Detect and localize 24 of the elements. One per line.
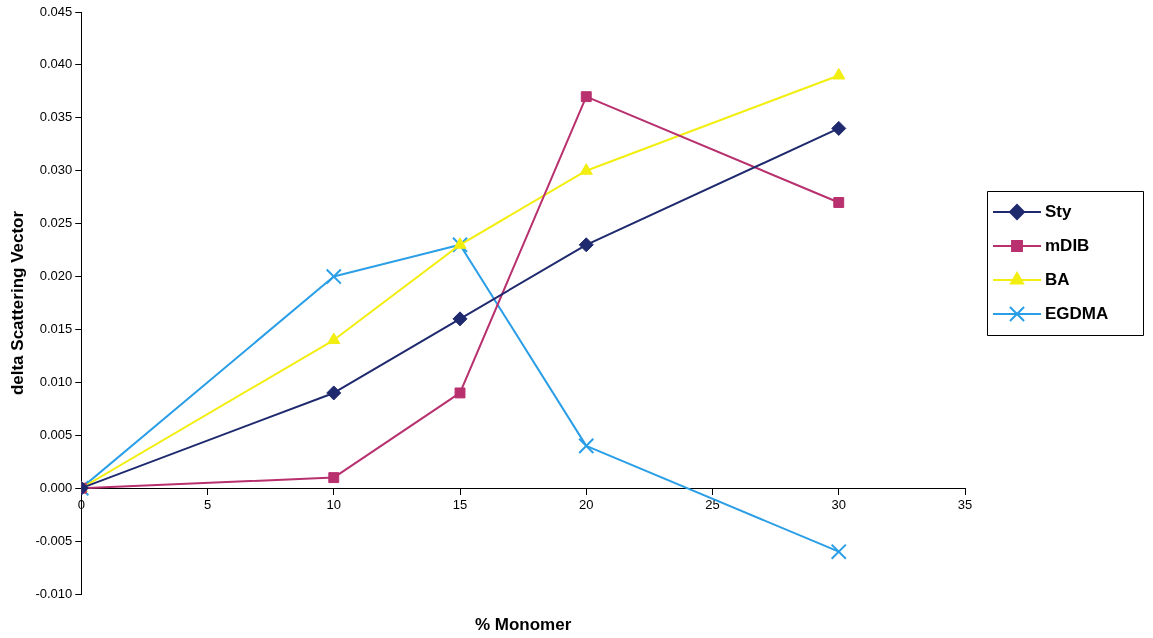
x-axis-title: % Monomer	[474, 615, 572, 635]
y-tick-label: 0.000	[39, 479, 73, 495]
y-tick-label: 0.010	[39, 373, 73, 389]
y-tick-label: 0.015	[39, 321, 73, 337]
y-tick-label: 0.035	[39, 109, 73, 125]
y-tick-label: 0.030	[39, 162, 73, 178]
y-tick-label: 0.005	[39, 426, 73, 442]
legend-label: BA	[1045, 269, 1070, 289]
y-tick-label: 0.040	[39, 56, 73, 72]
legend-label: mDIB	[1045, 235, 1090, 255]
legend-label: Sty	[1045, 201, 1072, 221]
x-tick-label: 10	[326, 496, 341, 512]
y-tick-label: 0.025	[39, 215, 73, 231]
y-tick-label: 0.045	[39, 3, 73, 19]
x-tick-label: 20	[579, 496, 594, 512]
y-tick-label: -0.005	[35, 532, 73, 548]
x-tick-label: 35	[957, 496, 973, 512]
x-tick-label: 15	[452, 496, 468, 512]
y-tick-label: -0.010	[35, 585, 73, 601]
y-tick-label: 0.020	[39, 268, 73, 284]
legend-label: EGDMA	[1045, 303, 1109, 323]
x-tick-label: 5	[203, 496, 212, 512]
y-axis-title: delta Scattering Vector	[7, 210, 27, 396]
x-tick-label: 30	[831, 496, 846, 512]
